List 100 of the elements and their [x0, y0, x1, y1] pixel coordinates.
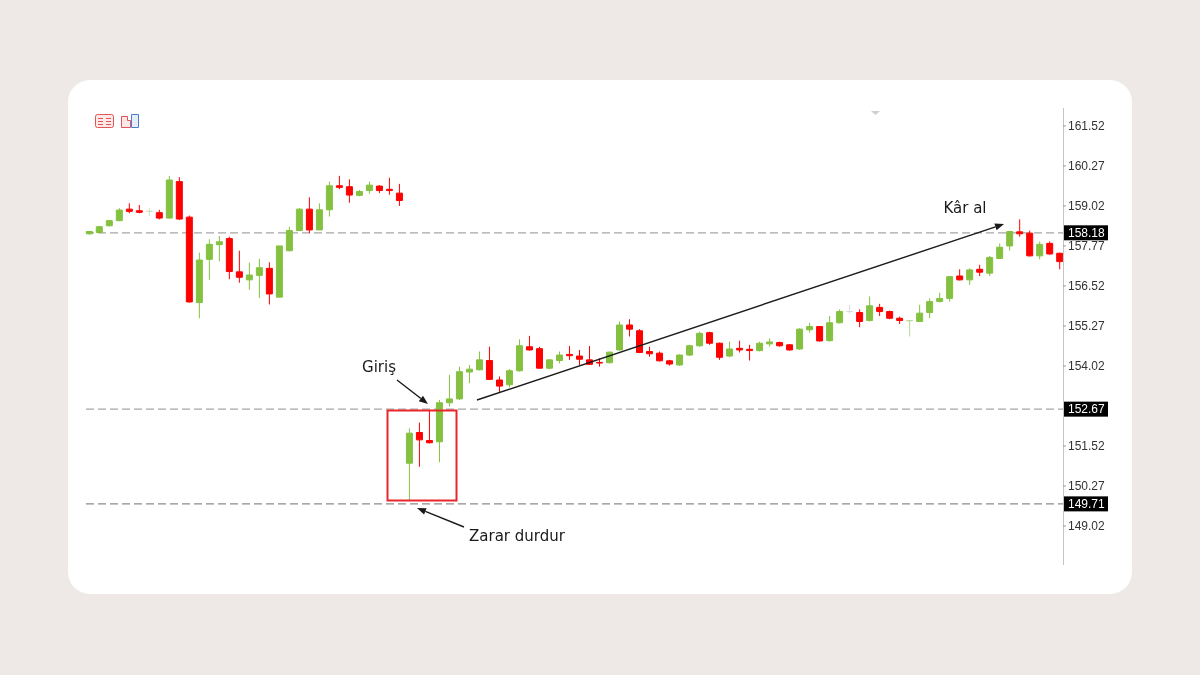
- candlestick: [696, 331, 704, 348]
- candlestick: [365, 181, 373, 195]
- candlestick: [185, 215, 193, 304]
- candlestick: [505, 368, 513, 388]
- candlestick: [555, 351, 563, 364]
- candlestick: [626, 318, 634, 337]
- candlestick: [295, 207, 303, 232]
- candlestick: [896, 316, 904, 325]
- ref-line-label: 149.71: [1068, 496, 1106, 511]
- candlestick: [756, 341, 764, 353]
- candlestick: [435, 399, 443, 463]
- candlestick: [325, 181, 333, 217]
- candlestick: [716, 342, 724, 361]
- candlestick: [445, 374, 453, 408]
- candlestick: [245, 262, 253, 291]
- candlestick: [1046, 240, 1054, 256]
- candlestick: [455, 366, 463, 401]
- candlestick: [535, 346, 543, 370]
- candlestick: [95, 225, 103, 234]
- candlestick: [1056, 252, 1064, 270]
- candlestick: [515, 338, 523, 373]
- candlestick: [315, 202, 323, 231]
- candlestick: [996, 242, 1004, 260]
- candlestick: [646, 346, 654, 358]
- y-tick-label: 157.77: [1068, 238, 1106, 253]
- candlestick: [926, 297, 934, 319]
- candlestick: [175, 176, 183, 221]
- candlestick: [355, 189, 363, 197]
- candlestick: [936, 292, 944, 303]
- candlestick: [485, 346, 493, 381]
- candlestick: [766, 337, 774, 348]
- y-tick-label: 155.27: [1068, 318, 1106, 333]
- ref-line-label: 152.67: [1068, 402, 1106, 417]
- candlestick: [786, 343, 794, 352]
- candlestick: [906, 319, 914, 337]
- candlestick: [1006, 230, 1014, 252]
- candlestick: [816, 325, 824, 343]
- candlestick: [966, 267, 974, 286]
- candlestick: [425, 409, 433, 444]
- candlestick: [826, 315, 834, 343]
- candlestick: [776, 341, 784, 348]
- y-tick-label: 150.27: [1068, 478, 1106, 493]
- candlestick: [666, 359, 674, 367]
- candlestick: [475, 351, 483, 371]
- candlestick: [1016, 218, 1024, 238]
- candlestick: [415, 422, 423, 468]
- candlestick: [796, 327, 804, 351]
- candlestick: [596, 357, 604, 368]
- candlestick: [876, 303, 884, 317]
- candlestick: [225, 236, 233, 280]
- y-tick-label: 149.02: [1068, 518, 1106, 533]
- candlestick: [616, 320, 624, 352]
- candlestick: [465, 364, 473, 384]
- candlestick: [335, 175, 343, 190]
- candlestick: [115, 207, 123, 222]
- candlestick: [946, 275, 954, 303]
- candlestick: [736, 340, 744, 353]
- candlestick: [525, 335, 533, 352]
- candlestick: [165, 175, 173, 220]
- candlestick: [726, 341, 734, 358]
- candlestick: [846, 304, 854, 314]
- candlestick: [806, 322, 814, 334]
- annotation: Zarar durdur: [469, 527, 566, 545]
- candlestick: [1026, 230, 1034, 257]
- candlestick: [215, 235, 223, 262]
- candlestick: [155, 209, 163, 220]
- candlestick: [375, 184, 383, 194]
- y-tick-label: 154.02: [1068, 358, 1106, 373]
- candlestick: [395, 183, 403, 207]
- candlestick: [866, 296, 874, 322]
- candlestick: [405, 427, 413, 501]
- candlestick: [235, 250, 243, 284]
- candlestick: [656, 351, 664, 362]
- candlestick: [976, 264, 984, 277]
- y-tick-label: 156.52: [1068, 278, 1106, 293]
- candlestick: [495, 376, 503, 394]
- candlestick: [636, 328, 644, 354]
- candlestick: [956, 268, 964, 281]
- candlestick: [205, 238, 213, 281]
- candlestick: [686, 344, 694, 357]
- candlestick: [545, 358, 553, 370]
- candlestick: [566, 345, 573, 361]
- candlestick: [856, 308, 864, 328]
- y-tick-label: 161.52: [1068, 118, 1106, 133]
- candlestick: [986, 255, 994, 277]
- y-tick-label: 151.52: [1068, 438, 1106, 453]
- candlestick: [275, 245, 283, 298]
- candlestick: [886, 310, 894, 320]
- y-tick-label: 159.02: [1068, 198, 1106, 213]
- candlestick: [285, 226, 293, 252]
- ref-line-label: 158.18: [1068, 225, 1106, 240]
- candlestick: [255, 258, 263, 299]
- candlestick: [916, 304, 924, 323]
- candlestick: [105, 219, 113, 227]
- candlestick: [85, 230, 93, 236]
- candlestick: [385, 177, 393, 196]
- candlestick: [1036, 240, 1044, 260]
- candlestick: [836, 308, 844, 324]
- candlestick: [125, 202, 133, 214]
- candlestick: [345, 178, 353, 204]
